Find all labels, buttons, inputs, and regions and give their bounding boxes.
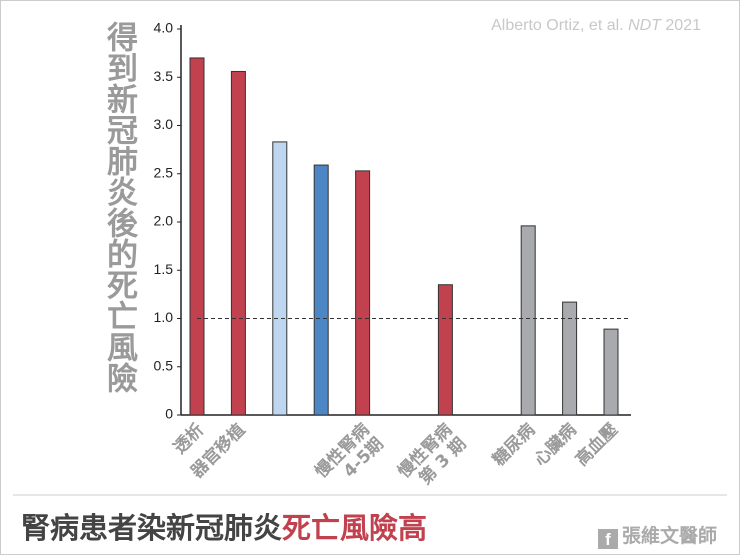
source: Alberto Ortiz, et al. NDT 2021	[491, 17, 701, 35]
bar	[189, 57, 205, 416]
y-tick-label: 3.5	[154, 68, 174, 84]
source-journal: NDT	[628, 17, 661, 34]
y-tick-label: 0	[165, 406, 173, 422]
bar	[355, 170, 371, 416]
x-tick-label: 糖尿病	[488, 419, 539, 470]
bar	[562, 301, 578, 416]
source-year: 2021	[660, 17, 701, 34]
facebook-icon: f	[597, 529, 618, 549]
bar	[437, 284, 453, 416]
logo-text: 張維文醫師	[621, 525, 717, 547]
bar	[230, 70, 246, 416]
bar	[272, 141, 288, 416]
bar	[313, 164, 329, 416]
footer-title-highlight: 死亡風險高	[282, 511, 428, 545]
y-tick-label: 1.0	[154, 309, 174, 325]
y-tick-label: 1.5	[154, 261, 174, 277]
source-text: Alberto Ortiz, et al.	[491, 17, 629, 34]
y-axis-title: 得到新冠肺炎後的死亡風險	[101, 21, 137, 393]
logo: f 張維文醫師	[597, 521, 717, 549]
y-tick-label: 2.5	[154, 164, 174, 180]
footer-title-part: 腎病患者染新冠肺炎	[21, 511, 283, 545]
bar	[603, 328, 619, 416]
x-tick-label: 高血壓	[571, 419, 622, 470]
x-tick-label: 心臟病	[530, 419, 581, 470]
footer-title: 腎病患者染新冠肺炎死亡風險高	[21, 505, 427, 547]
y-tick-label: 2.0	[154, 213, 174, 229]
y-tick-label: 3.0	[154, 116, 174, 132]
y-tick-label: 0.5	[154, 357, 174, 373]
bar	[520, 225, 536, 416]
y-tick-label: 4.0	[154, 20, 174, 36]
